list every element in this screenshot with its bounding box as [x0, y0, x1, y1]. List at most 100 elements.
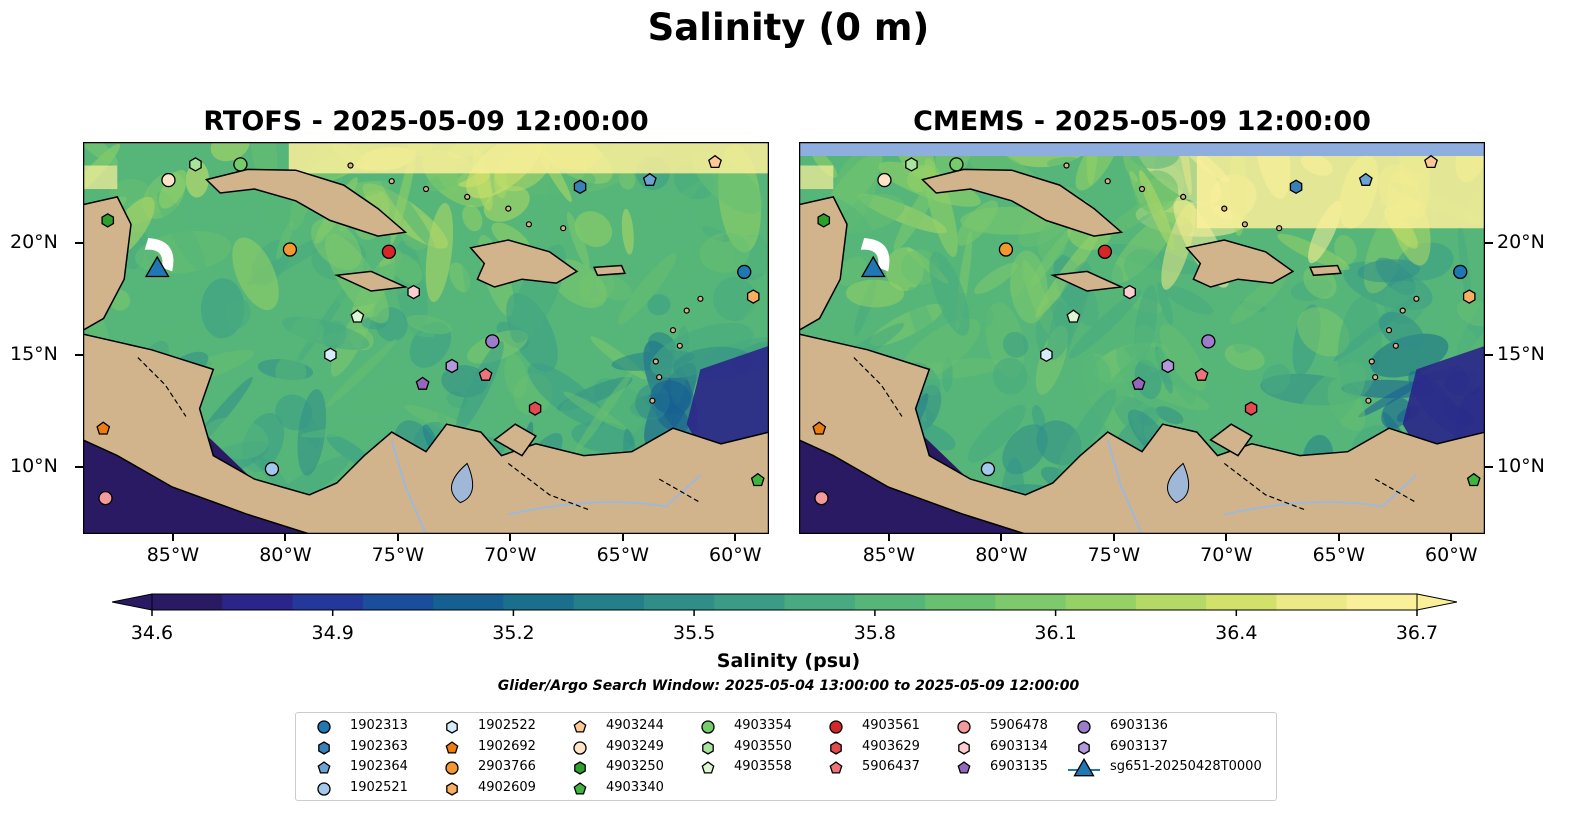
- colorbar-tick-label: 36.4: [1215, 622, 1258, 644]
- marker-4903244: [708, 154, 722, 169]
- y-tick-label: 10°N: [10, 454, 58, 477]
- y-tick-mark: [1485, 241, 1493, 244]
- legend-swatch: [957, 720, 971, 734]
- colorbar-segment: [714, 594, 786, 610]
- marker-1902313: [737, 264, 752, 280]
- y-tick-label: 10°N: [1497, 454, 1545, 477]
- marker-1902522: [1040, 347, 1053, 363]
- legend-swatch: [1077, 720, 1091, 734]
- legend-label: 1902522: [478, 718, 536, 733]
- colorbar-tick-label: 34.6: [130, 622, 174, 644]
- marker-1902313: [1453, 264, 1468, 280]
- legend-label: 5906437: [862, 759, 920, 774]
- marker-4903558: [1066, 309, 1081, 323]
- marker-6903135: [1131, 376, 1146, 390]
- marker-6903137: [1161, 358, 1175, 374]
- legend-label: 4903558: [734, 759, 792, 774]
- y-tick-mark: [1485, 353, 1493, 356]
- legend-swatch: [317, 781, 331, 796]
- figure-title: Salinity (0 m): [647, 6, 930, 49]
- legend-swatch: [317, 720, 331, 734]
- legend-label: 6903136: [1110, 718, 1168, 733]
- cmems-salinity-map: [799, 142, 1485, 534]
- marker-5906478: [814, 491, 829, 506]
- y-tick-mark: [75, 353, 83, 356]
- marker-sg651-20250428T0000: [860, 255, 886, 278]
- colorbar-segment: [1276, 594, 1348, 610]
- colorbar-tick-label: 36.7: [1395, 622, 1439, 644]
- legend-swatch: [957, 761, 971, 774]
- colorbar-segment: [643, 594, 715, 610]
- x-tick-mark: [621, 534, 624, 541]
- legend-swatch: [958, 740, 970, 755]
- legend-label: 1902363: [350, 738, 408, 754]
- legend-swatch: [701, 720, 715, 734]
- marker-5906437: [1194, 367, 1209, 381]
- y-tick-label: 20°N: [1497, 230, 1545, 253]
- legend-label: 1902364: [350, 759, 408, 774]
- legend-swatch: [574, 761, 586, 775]
- legend-label: 4903629: [862, 738, 920, 754]
- colorbar-tick-label: 34.9: [311, 622, 354, 644]
- x-tick-mark: [171, 534, 174, 541]
- marker-6903135: [415, 376, 430, 390]
- marker-4903250: [101, 213, 115, 228]
- x-tick-mark: [1112, 534, 1115, 541]
- marker-4902609: [1462, 289, 1476, 304]
- x-tick-label: 85°W: [862, 544, 916, 566]
- marker-4903244: [1424, 154, 1438, 169]
- legend-swatch: [1078, 740, 1090, 755]
- colorbar-extend-high: [1416, 593, 1457, 611]
- x-tick-mark: [887, 534, 890, 541]
- marker-4903250: [817, 213, 831, 228]
- marker-sg651-20250428T0000: [144, 255, 170, 278]
- marker-4903558: [350, 309, 365, 323]
- x-tick-mark: [1000, 534, 1003, 541]
- legend-swatch: [829, 761, 843, 774]
- y-tick-mark: [75, 241, 83, 244]
- x-tick-label: 70°W: [484, 544, 537, 566]
- y-tick-label: 20°N: [10, 230, 58, 253]
- legend-label: sg651-20250428T0000: [1110, 759, 1262, 774]
- x-tick-label: 65°W: [1312, 544, 1366, 566]
- x-tick-label: 85°W: [146, 544, 200, 566]
- marker-2903766: [282, 242, 298, 257]
- y-tick-mark: [1485, 465, 1493, 468]
- legend-swatch: [445, 740, 459, 754]
- colorbar-segment: [925, 594, 996, 610]
- search-window-subtitle: Glider/Argo Search Window: 2025-05-04 13…: [497, 678, 1080, 694]
- x-tick-mark: [396, 534, 399, 541]
- marker-1902521: [980, 461, 996, 477]
- colorbar-extend-low: [112, 593, 153, 611]
- legend-label: 1902313: [350, 718, 408, 733]
- legend-swatch: [701, 761, 715, 774]
- marker-6903134: [1123, 284, 1136, 300]
- marker-6903134: [407, 284, 420, 300]
- legend-swatch: [830, 740, 842, 755]
- colorbar: [112, 593, 1457, 616]
- colorbar-segment: [1065, 594, 1137, 610]
- colorbar-segment: [292, 594, 364, 610]
- marker-1902363: [1289, 179, 1303, 195]
- marker-2903766: [998, 242, 1014, 257]
- legend-label: 4903550: [734, 738, 792, 754]
- colorbar-tick-label: 35.5: [672, 622, 716, 644]
- x-tick-label: 60°W: [709, 544, 762, 566]
- x-tick-label: 60°W: [1425, 544, 1478, 566]
- colorbar-segment: [1135, 594, 1207, 610]
- marker-4903340: [1466, 472, 1481, 487]
- marker-5906478: [98, 491, 113, 506]
- y-tick-mark: [75, 465, 83, 468]
- marker-4903340: [750, 472, 765, 487]
- marker-4903629: [1244, 401, 1258, 416]
- colorbar-segment: [854, 594, 926, 610]
- marker-1902692: [96, 421, 111, 435]
- colorbar-label: Salinity (psu): [716, 650, 861, 672]
- colorbar-segment: [152, 594, 223, 610]
- x-tick-mark: [284, 534, 287, 541]
- colorbar-segment: [1346, 594, 1418, 610]
- x-tick-label: 80°W: [259, 544, 312, 566]
- colorbar-segment: [573, 594, 645, 610]
- x-tick-label: 75°W: [371, 544, 425, 566]
- marker-4903249: [877, 172, 892, 188]
